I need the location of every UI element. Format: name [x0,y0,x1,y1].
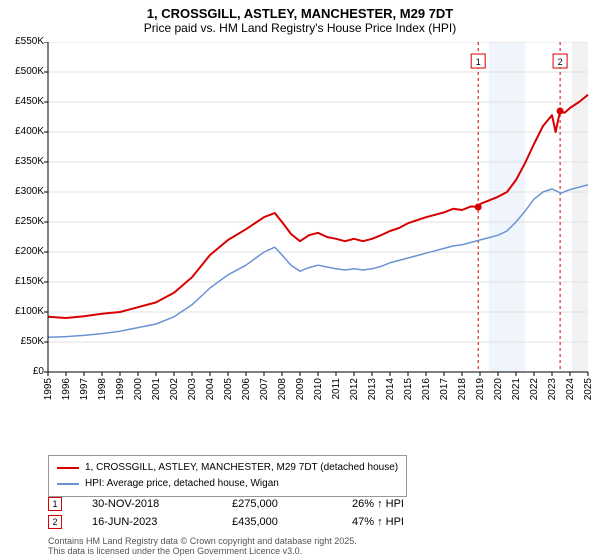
legend-swatch [57,483,79,485]
x-axis-label: 2008 [277,378,288,400]
legend-label: 1, CROSSGILL, ASTLEY, MANCHESTER, M29 7D… [85,460,398,476]
legend-item: HPI: Average price, detached house, Wiga… [57,476,398,492]
x-axis-label: 2025 [583,378,594,400]
x-axis-label: 2017 [439,378,450,400]
x-axis-label: 2024 [565,378,576,400]
svg-text:1: 1 [476,57,481,67]
chart-svg: 12 [0,42,600,412]
footer-line1: Contains HM Land Registry data © Crown c… [48,536,357,546]
x-axis-label: 2020 [493,378,504,400]
x-axis-label: 2012 [349,378,360,400]
x-axis-label: 1998 [97,378,108,400]
x-axis-label: 2010 [313,378,324,400]
transaction-pct: 47% ↑ HPI [352,516,492,528]
x-axis-label: 2004 [205,378,216,400]
x-axis-label: 2015 [403,378,414,400]
transaction-marker: 2 [48,515,62,529]
chart-area: 12 £0£50K£100K£150K£200K£250K£300K£350K£… [0,42,600,412]
x-axis-label: 2001 [151,378,162,400]
y-axis-label: £400K [0,126,44,137]
x-axis-label: 1997 [79,378,90,400]
y-axis-label: £450K [0,96,44,107]
transaction-row: 1 30-NOV-2018£275,00026% ↑ HPI [48,497,492,511]
x-axis-label: 2011 [331,378,342,400]
x-axis-label: 1999 [115,378,126,400]
x-axis-label: 2022 [529,378,540,400]
legend-label: HPI: Average price, detached house, Wiga… [85,476,279,492]
y-axis-label: £150K [0,276,44,287]
y-axis-label: £50K [0,336,44,347]
y-axis-label: £0 [0,366,44,377]
x-axis-label: 2000 [133,378,144,400]
y-axis-label: £250K [0,216,44,227]
x-axis-label: 2018 [457,378,468,400]
transaction-date: 16-JUN-2023 [92,516,232,528]
x-axis-label: 2007 [259,378,270,400]
x-axis-label: 2021 [511,378,522,400]
transaction-row: 2 16-JUN-2023£435,00047% ↑ HPI [48,515,492,529]
x-axis-label: 2003 [187,378,198,400]
x-axis-label: 2006 [241,378,252,400]
svg-text:2: 2 [558,57,563,67]
x-axis-label: 2019 [475,378,486,400]
chart-title-line2: Price paid vs. HM Land Registry's House … [0,21,600,35]
y-axis-label: £550K [0,36,44,47]
y-axis-label: £200K [0,246,44,257]
x-axis-label: 2023 [547,378,558,400]
transaction-pct: 26% ↑ HPI [352,498,492,510]
transaction-date: 30-NOV-2018 [92,498,232,510]
x-axis-label: 2009 [295,378,306,400]
y-axis-label: £350K [0,156,44,167]
transaction-price: £275,000 [232,498,352,510]
legend-swatch [57,467,79,469]
x-axis-label: 2013 [367,378,378,400]
x-axis-label: 2014 [385,378,396,400]
transaction-marker: 1 [48,497,62,511]
x-axis-label: 2005 [223,378,234,400]
footer-attribution: Contains HM Land Registry data © Crown c… [48,536,357,556]
x-axis-label: 1996 [61,378,72,400]
x-axis-label: 2002 [169,378,180,400]
chart-title-block: 1, CROSSGILL, ASTLEY, MANCHESTER, M29 7D… [0,0,600,37]
y-axis-label: £100K [0,306,44,317]
transaction-price: £435,000 [232,516,352,528]
x-axis-label: 2016 [421,378,432,400]
legend-item: 1, CROSSGILL, ASTLEY, MANCHESTER, M29 7D… [57,460,398,476]
y-axis-label: £300K [0,186,44,197]
footer-line2: This data is licensed under the Open Gov… [48,546,357,556]
legend-box: 1, CROSSGILL, ASTLEY, MANCHESTER, M29 7D… [48,455,407,497]
y-axis-label: £500K [0,66,44,77]
chart-title-line1: 1, CROSSGILL, ASTLEY, MANCHESTER, M29 7D… [0,6,600,21]
x-axis-label: 1995 [43,378,54,400]
